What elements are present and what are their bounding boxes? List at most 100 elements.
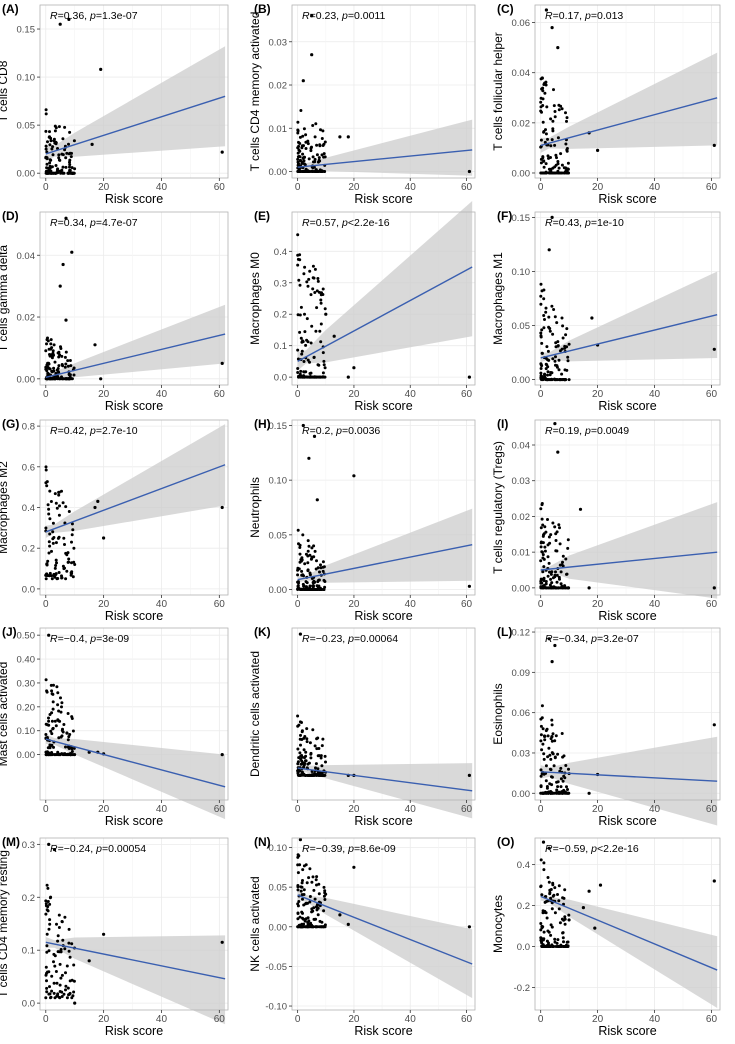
y-tick-label: 0.2 — [274, 310, 287, 321]
data-point — [301, 533, 305, 537]
data-point — [50, 989, 54, 993]
data-point — [67, 949, 71, 953]
data-point — [539, 138, 543, 142]
data-point — [304, 343, 308, 347]
data-point — [315, 559, 318, 563]
data-point-outlier — [553, 643, 557, 648]
data-point — [551, 119, 555, 123]
y-axis-label: T cells CD4 memory activated — [248, 12, 262, 172]
data-point — [45, 369, 49, 373]
data-point — [557, 586, 561, 590]
data-point — [543, 318, 546, 321]
x-tick-label: 40 — [649, 599, 661, 610]
x-tick-label: 20 — [592, 599, 604, 610]
y-axis-label: T cells CD8 — [0, 60, 10, 122]
data-point-outlier — [550, 215, 554, 219]
data-point — [550, 735, 554, 739]
data-point — [310, 907, 314, 911]
data-point — [322, 363, 326, 367]
confidence-band — [297, 201, 473, 371]
data-point-outlier — [581, 906, 586, 910]
data-point — [308, 895, 312, 898]
data-point — [53, 141, 57, 145]
panel-label: (D) — [2, 209, 19, 223]
data-point — [542, 130, 546, 133]
data-point — [560, 163, 564, 167]
data-point — [303, 265, 307, 269]
data-point — [542, 565, 546, 569]
regression-line — [45, 738, 226, 788]
data-point — [310, 324, 314, 328]
data-point — [543, 525, 547, 529]
data-point — [318, 329, 322, 333]
data-point — [565, 149, 569, 153]
data-point — [296, 871, 300, 875]
y-tick-label: 0.05 — [512, 321, 531, 332]
data-point — [59, 976, 63, 980]
data-point — [300, 729, 304, 733]
data-point — [550, 377, 554, 381]
r-symbol: R — [545, 843, 553, 855]
panel-border — [291, 4, 476, 179]
x-tick-label: 60 — [706, 804, 718, 815]
data-point — [45, 979, 48, 983]
data-point — [549, 577, 553, 581]
data-point — [298, 313, 302, 317]
data-point — [301, 911, 304, 915]
regression-line — [540, 771, 718, 782]
data-point — [546, 349, 550, 353]
panel-l: 0 20 40 60 0.00 0.03 0.06 0.09 0.12 Risk score Eos… — [491, 625, 721, 828]
data-point — [296, 902, 300, 906]
data-point — [44, 349, 48, 353]
y-tick-label: 0.3 — [274, 278, 287, 289]
data-point — [309, 371, 313, 375]
y-tick-label: 0.0 — [22, 999, 35, 1010]
data-point — [58, 158, 62, 162]
data-point — [300, 755, 304, 759]
data-point — [72, 546, 76, 550]
data-point — [550, 138, 554, 142]
data-point-outlier — [553, 422, 557, 426]
data-point-outlier — [47, 842, 51, 847]
data-point — [60, 920, 64, 923]
data-point — [317, 892, 321, 896]
data-point — [46, 574, 50, 577]
panel-m: 0 20 40 60 0.0 0.1 0.2 0.3 Risk score T cells CD4… — [0, 835, 229, 1038]
data-point — [51, 700, 55, 704]
y-tick-label: 0.10 — [17, 726, 36, 737]
data-point — [299, 305, 303, 309]
r-value: =−0.23, — [310, 633, 349, 645]
data-point — [317, 156, 321, 160]
data-point — [321, 371, 325, 375]
data-point — [64, 984, 68, 988]
data-point — [551, 127, 555, 131]
data-point — [542, 757, 546, 761]
data-point — [565, 169, 569, 173]
x-tick-label: 20 — [592, 804, 604, 815]
data-point — [48, 489, 52, 493]
data-point — [45, 338, 49, 342]
x-tick-label: 60 — [214, 389, 226, 400]
data-point — [314, 762, 318, 766]
data-point — [319, 301, 323, 305]
data-point — [319, 566, 323, 570]
data-point — [319, 128, 322, 132]
x-axis-label: Risk score — [354, 399, 412, 413]
data-point — [540, 328, 544, 332]
y-tick-label: 0.6 — [22, 462, 35, 473]
data-point — [546, 574, 550, 578]
data-point — [314, 329, 318, 333]
regression-line — [297, 894, 473, 965]
data-point — [304, 901, 308, 905]
data-point — [316, 913, 320, 917]
panel-label: (H) — [254, 417, 271, 431]
data-point — [51, 537, 55, 541]
data-point — [47, 551, 51, 555]
data-point — [311, 581, 315, 584]
data-point — [543, 140, 547, 144]
x-tick-label: 60 — [214, 1014, 226, 1025]
data-point — [324, 760, 327, 764]
data-point — [320, 137, 324, 140]
y-tick-label: 0.40 — [17, 655, 36, 666]
r-symbol: R — [302, 843, 310, 855]
